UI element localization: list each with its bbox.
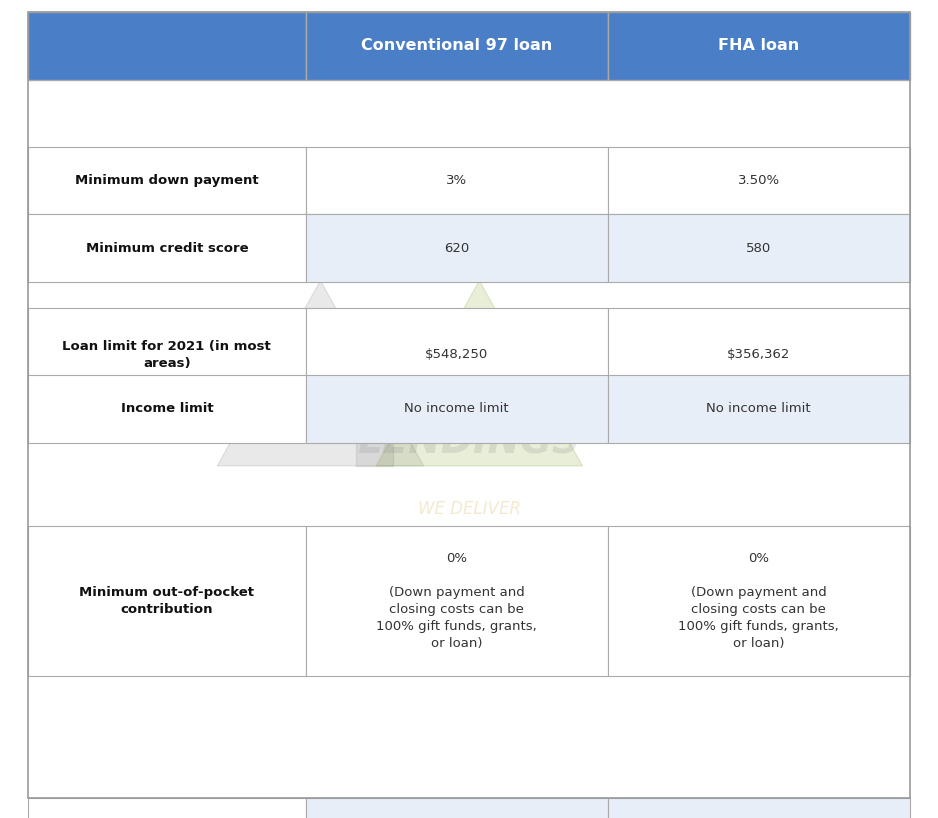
Polygon shape <box>376 281 582 466</box>
Bar <box>28 308 306 402</box>
Text: 620: 620 <box>444 241 469 254</box>
Bar <box>28 12 306 79</box>
Text: 0%

(Down payment and
closing costs can be
100% gift funds, grants,
or loan): 0% (Down payment and closing costs can b… <box>678 551 840 649</box>
Text: LENDINGS: LENDINGS <box>357 424 581 461</box>
Bar <box>306 308 608 402</box>
Bar <box>306 214 608 282</box>
Bar <box>28 147 306 214</box>
Bar <box>28 525 306 676</box>
Bar <box>306 798 608 818</box>
Bar <box>608 12 910 79</box>
Bar <box>608 147 910 214</box>
Text: 580: 580 <box>746 241 771 254</box>
Polygon shape <box>356 440 393 466</box>
Bar <box>306 147 608 214</box>
Bar <box>306 525 608 676</box>
Text: No income limit: No income limit <box>404 402 509 416</box>
Text: Conventional 97 loan: Conventional 97 loan <box>361 38 552 53</box>
Text: Minimum down payment: Minimum down payment <box>75 174 259 187</box>
Text: Loan limit for 2021 (in most
areas): Loan limit for 2021 (in most areas) <box>63 339 271 370</box>
Bar <box>28 375 306 443</box>
Bar <box>608 308 910 402</box>
Bar <box>608 214 910 282</box>
Text: No income limit: No income limit <box>706 402 811 416</box>
Text: WE DELIVER: WE DELIVER <box>417 500 521 518</box>
Text: Minimum credit score: Minimum credit score <box>85 241 249 254</box>
Text: $356,362: $356,362 <box>727 348 791 361</box>
Bar <box>306 375 608 443</box>
Bar <box>608 525 910 676</box>
Text: 3%: 3% <box>446 174 467 187</box>
Text: $548,250: $548,250 <box>425 348 489 361</box>
Bar <box>28 214 306 282</box>
Bar <box>28 798 306 818</box>
Text: Minimum out-of-pocket
contribution: Minimum out-of-pocket contribution <box>80 586 254 616</box>
Text: Income limit: Income limit <box>121 402 213 416</box>
Text: FHA loan: FHA loan <box>719 38 799 53</box>
Bar <box>608 798 910 818</box>
Text: 0%

(Down payment and
closing costs can be
100% gift funds, grants,
or loan): 0% (Down payment and closing costs can b… <box>376 551 537 649</box>
Bar <box>608 375 910 443</box>
Text: 3.50%: 3.50% <box>737 174 779 187</box>
Polygon shape <box>218 281 424 466</box>
Bar <box>306 12 608 79</box>
